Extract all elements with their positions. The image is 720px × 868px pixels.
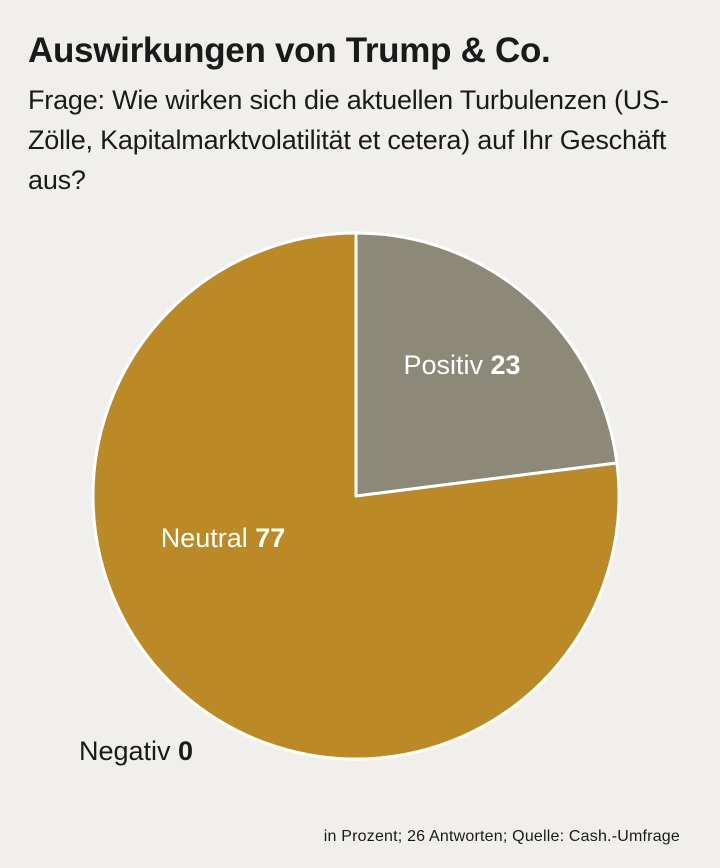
slice-label-positiv: Positiv 23 bbox=[403, 350, 520, 380]
slice-value-positiv: 23 bbox=[490, 350, 520, 380]
chart-header: Auswirkungen von Trump & Co. Frage: Wie … bbox=[28, 30, 698, 200]
chart-subtitle: Frage: Wie wirken sich die aktuellen Tur… bbox=[28, 85, 669, 195]
slice-value-negativ: 0 bbox=[178, 736, 193, 766]
slice-category-negativ: Negativ bbox=[79, 736, 178, 766]
slice-label-neutral: Neutral 77 bbox=[161, 523, 286, 553]
footnote: in Prozent; 26 Antworten; Quelle: Cash.-… bbox=[323, 828, 680, 845]
slice-category-positiv: Positiv bbox=[403, 350, 490, 380]
slice-category-neutral: Neutral bbox=[161, 523, 256, 553]
pie-slice-neutral bbox=[91, 231, 621, 761]
chart-title: Auswirkungen von Trump & Co. bbox=[28, 31, 551, 70]
slice-value-neutral: 77 bbox=[255, 523, 285, 553]
pie-slice-positiv bbox=[354, 231, 619, 498]
slice-label-negativ: Negativ 0 bbox=[79, 736, 193, 766]
